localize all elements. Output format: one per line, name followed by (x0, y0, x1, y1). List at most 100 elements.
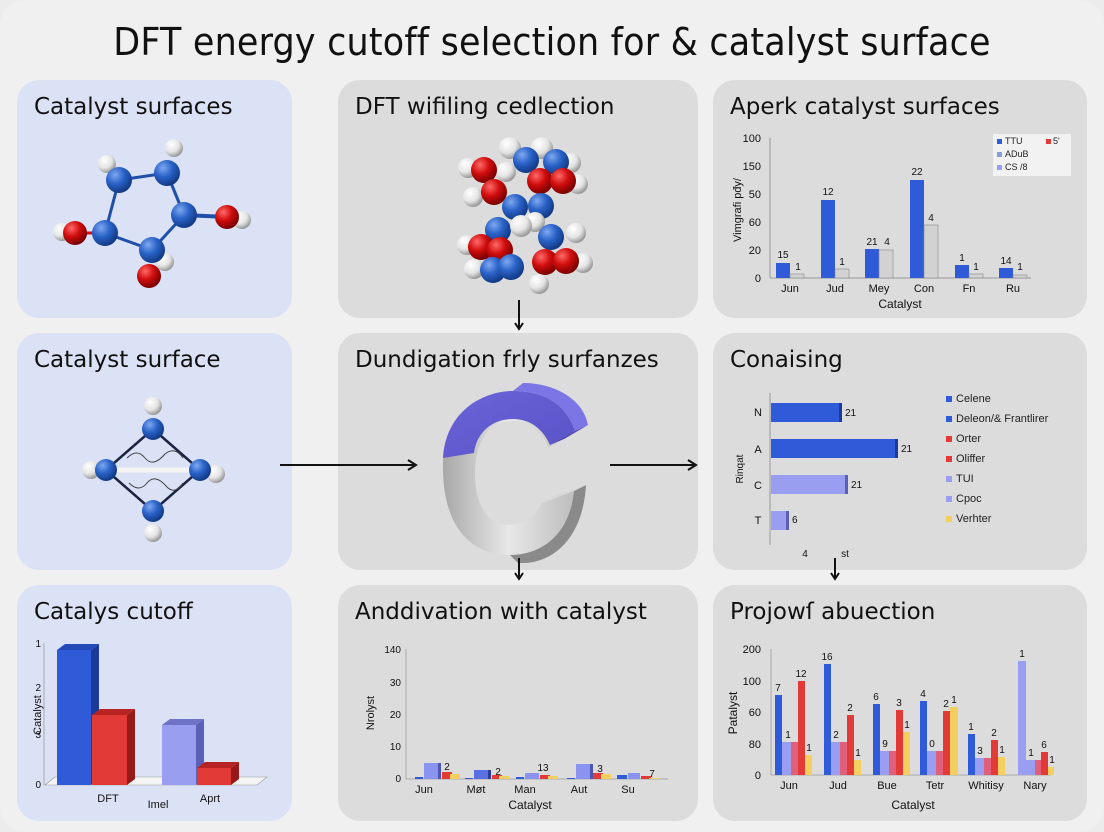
panel-catalys-cutoff-chart: Catalys cutoff 1 2 3 0 Catalyst DFT Imel Aprt (17, 585, 292, 821)
svg-text:2: 2 (847, 703, 853, 714)
svg-text:80: 80 (749, 739, 761, 751)
svg-text:30: 30 (390, 678, 402, 689)
svg-text:2: 2 (833, 730, 839, 741)
svg-text:1: 1 (785, 730, 791, 741)
svg-text:60: 60 (749, 707, 761, 719)
svg-text:13: 13 (537, 763, 549, 774)
svg-text:4: 4 (802, 549, 808, 560)
svg-text:Whitisy: Whitisy (968, 780, 1004, 792)
panel-title: Conaising (730, 347, 843, 373)
svg-text:3: 3 (35, 730, 41, 741)
bar-chart-3d: 1 2 3 0 Catalyst DFT Imel Aprt (32, 639, 268, 811)
svg-text:1: 1 (968, 722, 974, 733)
svg-text:6: 6 (792, 515, 798, 526)
panel-aperk-chart: Aperk catalyst surfaces 100 150 50 60 20 0 V… (713, 80, 1087, 318)
svg-text:Nrolyst: Nrolyst (365, 696, 377, 730)
svg-text:1: 1 (951, 695, 957, 706)
svg-text:0: 0 (929, 739, 935, 750)
svg-text:Catalyst: Catalyst (878, 297, 922, 311)
svg-text:150: 150 (743, 161, 761, 173)
svg-text:Jun: Jun (415, 784, 433, 796)
panel-title: Projowſ abuection (730, 599, 936, 625)
svg-text:6: 6 (873, 692, 879, 703)
svg-text:Nary: Nary (1023, 780, 1047, 792)
svg-text:Man: Man (514, 784, 535, 796)
svg-text:2: 2 (943, 699, 949, 710)
panel-title: Anddivation with catalyst (355, 599, 647, 625)
svg-text:Jun: Jun (780, 780, 798, 792)
svg-text:1: 1 (1017, 262, 1023, 273)
svg-text:100: 100 (743, 133, 761, 145)
svg-text:3: 3 (977, 746, 983, 757)
svg-text:5': 5' (1053, 136, 1060, 146)
svg-text:Rinqat: Rinqat (735, 454, 746, 483)
panel-dft-cedlection: DFT wifiling cedlection (338, 80, 698, 318)
svg-text:10: 10 (390, 742, 402, 753)
svg-text:Deleon/& Frantlirer: Deleon/& Frantlirer (956, 413, 1049, 425)
svg-text:Verhter: Verhter (956, 513, 992, 525)
svg-text:1: 1 (806, 743, 812, 754)
svg-text:Oliffer: Oliffer (956, 453, 985, 465)
svg-text:2: 2 (35, 683, 41, 694)
svg-text:DFT: DFT (97, 793, 119, 805)
svg-text:Bue: Bue (877, 780, 897, 792)
svg-text:21: 21 (851, 480, 863, 491)
svg-text:Catalyst: Catalyst (891, 798, 935, 812)
svg-text:T: T (755, 515, 762, 527)
arrow-right-icon (610, 459, 698, 471)
svg-text:2: 2 (991, 728, 997, 739)
panel-title: DFT wifiling cedlection (355, 94, 615, 120)
svg-text:20: 20 (390, 710, 402, 721)
svg-text:140: 140 (384, 645, 401, 656)
molecule-diamond-image (82, 397, 225, 542)
svg-text:4: 4 (928, 213, 934, 224)
svg-text:2: 2 (495, 767, 501, 778)
bar-chart-3d: 140 30 20 10 0 Nrolyst (365, 645, 668, 812)
svg-text:Su: Su (621, 784, 634, 796)
svg-text:Patalyst: Patalyst (726, 691, 740, 734)
svg-text:1: 1 (959, 253, 965, 264)
svg-text:1: 1 (795, 262, 801, 273)
svg-text:Imel: Imel (148, 799, 169, 811)
svg-text:7: 7 (649, 769, 655, 780)
svg-text:Catalyst: Catalyst (32, 695, 44, 735)
svg-text:Aut: Aut (571, 784, 588, 796)
svg-text:Con: Con (914, 283, 934, 295)
svg-text:Celene: Celene (956, 393, 991, 405)
arrow-down-icon (830, 558, 840, 581)
svg-text:1: 1 (904, 720, 910, 731)
svg-text:CS /8: CS /8 (1005, 162, 1028, 172)
panel-title: Catalyst surfaces (34, 94, 233, 120)
svg-text:1: 1 (999, 745, 1005, 756)
molecule-cluster-image (457, 137, 593, 294)
svg-text:Tetr: Tetr (926, 780, 945, 792)
svg-text:2: 2 (444, 762, 450, 773)
svg-text:20: 20 (749, 245, 761, 257)
svg-text:1: 1 (1049, 755, 1055, 766)
svg-text:1: 1 (35, 639, 41, 650)
panel-title: Aperk catalyst surfaces (730, 94, 1000, 120)
svg-text:TUI: TUI (956, 473, 974, 485)
svg-text:12: 12 (795, 669, 807, 680)
svg-text:200: 200 (743, 644, 761, 656)
grouped-bar-chart: 200 100 60 80 0 Patalyst (726, 644, 1055, 812)
svg-text:Jud: Jud (829, 780, 847, 792)
svg-text:1: 1 (1019, 649, 1025, 660)
svg-text:21: 21 (866, 237, 878, 248)
svg-text:Orter: Orter (956, 433, 981, 445)
svg-text:15: 15 (777, 250, 789, 261)
panel-anddivation-chart: Anddivation with catalyst 140 30 20 10 0 Nr… (338, 585, 698, 821)
panel-conaising-chart: Conaising Rinqat N A C T 21 21 21 6 4 st Celene… (713, 333, 1087, 570)
svg-text:100: 100 (743, 676, 761, 688)
panel-title: Catalyst surface (34, 347, 221, 373)
svg-text:16: 16 (821, 652, 833, 663)
svg-text:0: 0 (35, 780, 41, 791)
bar-chart: 100 150 50 60 20 0 Vimgrafi pđy/ 15 1 12 1 21 4… (732, 133, 1071, 311)
svg-text:Fn: Fn (963, 283, 976, 295)
svg-text:Ru: Ru (1006, 283, 1020, 295)
panel-dundigation: Dundigation frly surfanzes (338, 333, 698, 570)
svg-text:0: 0 (395, 774, 401, 785)
svg-text:50: 50 (749, 189, 761, 201)
svg-text:21: 21 (901, 444, 913, 455)
svg-text:7: 7 (775, 683, 781, 694)
